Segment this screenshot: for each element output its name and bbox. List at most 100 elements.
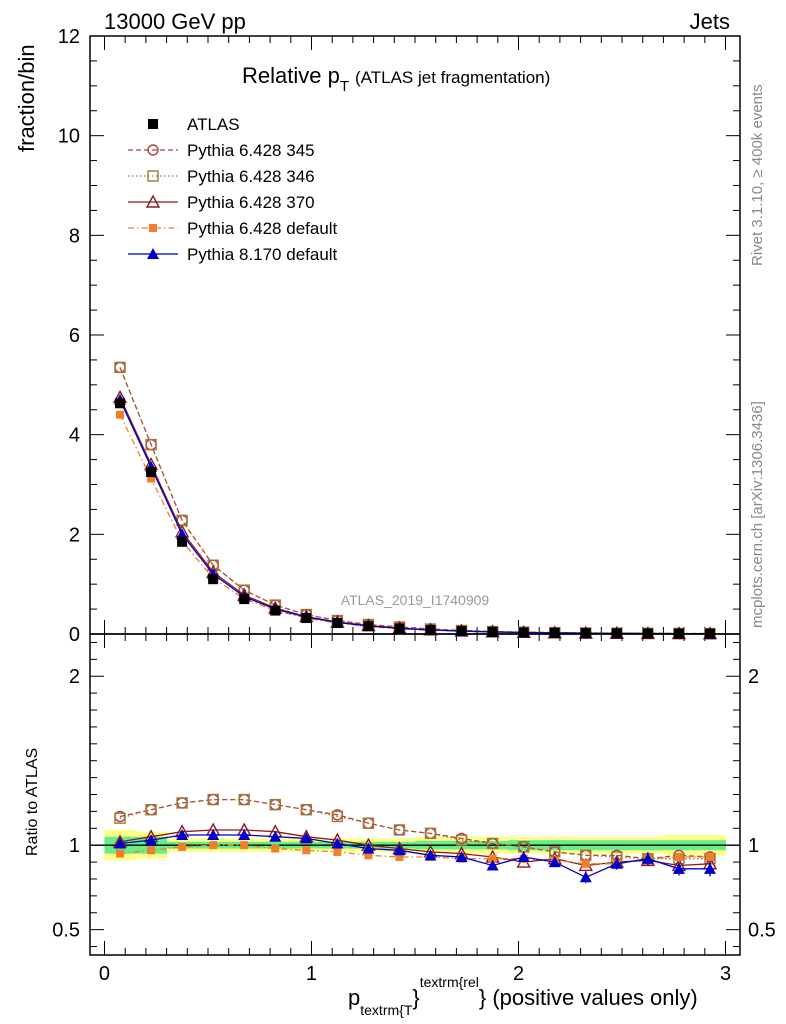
data-point: [270, 605, 281, 616]
x-tick-label: 1: [306, 963, 317, 985]
ratio-point: [579, 871, 592, 883]
ratio-point: [331, 837, 344, 849]
ratio-point: [610, 857, 623, 869]
ratio-point: [207, 829, 220, 841]
ratio-y-tick-label: 0.5: [52, 920, 80, 942]
ratio-point: [486, 837, 499, 850]
ratio-point: [424, 849, 437, 861]
ratio-point: [703, 862, 716, 874]
data-point: [177, 536, 188, 547]
ratio-point: [455, 851, 468, 863]
x-tick-label: 0: [99, 963, 110, 985]
ratio-point: [393, 844, 406, 856]
ratio-point: [362, 842, 375, 854]
data-point: [425, 625, 436, 636]
legend-entry-pythia-6-428-345: Pythia 6.428 345: [128, 141, 315, 160]
xlabel-rest: } (positive values only): [479, 985, 698, 1010]
ratio-point: [672, 862, 685, 874]
ratio-point: [517, 851, 530, 863]
legend-label: Pythia 8.170 default: [187, 245, 338, 264]
main-y-tick-label: 2: [69, 524, 80, 546]
legend-label: ATLAS: [187, 115, 240, 134]
ratio-point: [238, 829, 251, 841]
ratio-point: [178, 842, 187, 851]
title-main: Relative p: [242, 63, 340, 88]
data-point: [147, 474, 156, 483]
ratio-y-tick-label: 1: [69, 835, 80, 857]
series-layer: [112, 361, 718, 884]
data-point: [176, 528, 189, 540]
ratio-frame: [89, 633, 741, 956]
main-y-tick-label: 12: [58, 26, 80, 48]
ratio-point: [486, 859, 499, 871]
legend-label: Pythia 6.428 default: [187, 219, 338, 238]
ratio-point: [207, 793, 219, 806]
ratio-point: [581, 859, 590, 868]
ratio-point: [114, 812, 126, 824]
ratio-point: [300, 832, 313, 844]
legend-label: Pythia 6.428 370: [187, 193, 315, 212]
legend-marker: [149, 224, 157, 232]
xlabel-subscript: textrm{T: [360, 1002, 413, 1018]
ratio-point: [455, 834, 468, 846]
ratio-point: [145, 804, 157, 816]
series-line-ratio: [119, 844, 710, 865]
ratio-point: [145, 834, 158, 846]
data-point: [208, 574, 219, 585]
title-paren: (ATLAS jet fragmentation): [355, 68, 550, 87]
data-point: [394, 623, 405, 634]
ratio-point: [641, 852, 654, 864]
xlabel-p: p: [348, 985, 360, 1010]
ratio-point: [302, 846, 311, 855]
main-y-tick-label: 8: [69, 225, 80, 247]
ratio-ylabel: Ratio to ATLAS: [24, 748, 41, 856]
rivet-note: Rivet 3.1.10, ≥ 400k events: [749, 84, 766, 266]
ratio-y-tick-label: 2: [69, 666, 80, 688]
ratio-point: [176, 829, 189, 841]
data-point: [145, 438, 157, 451]
main-y-tick-label: 10: [58, 126, 80, 148]
ratio-point: [209, 841, 218, 850]
ratio-point: [240, 841, 249, 850]
xlabel-superscript: textrm{rel: [420, 974, 479, 990]
ratio-point: [147, 846, 156, 855]
xlabel-brace: }: [412, 985, 419, 1010]
legend: ATLAS Pythia 6.428 345 Pythia 6.428 346 Pyt…: [128, 115, 338, 264]
legend-label: Pythia 6.428 345: [187, 141, 315, 160]
main-ylabel: fraction/bin: [14, 44, 39, 152]
legend-marker: [145, 194, 161, 208]
ratio-point: [674, 853, 683, 862]
ratio-point: [488, 854, 497, 863]
data-point: [549, 627, 560, 638]
series-pythia-6-428-345: [114, 361, 716, 865]
main-y-tick-label: 4: [69, 425, 80, 447]
ratio-point: [114, 837, 127, 849]
ratio-point: [116, 849, 125, 858]
legend-label: Pythia 6.428 346: [187, 167, 315, 186]
ratio-point: [333, 847, 342, 856]
ratio-point: [300, 804, 313, 816]
title-subscript: T: [340, 78, 349, 95]
x-tick-label: 2: [513, 963, 524, 985]
series-pythia-6-428-346: [114, 361, 716, 865]
ratio-point: [269, 830, 282, 842]
plot-title: Relative pT (ATLAS jet fragmentation): [242, 63, 550, 95]
data-point: [518, 627, 529, 638]
legend-entry-pythia-6-428-346: Pythia 6.428 346: [128, 167, 315, 186]
ratio-point: [271, 844, 280, 853]
ratio-point: [393, 824, 406, 836]
ratio-point: [364, 851, 373, 860]
ratio-point: [424, 827, 437, 840]
series-line-ratio: [119, 834, 710, 879]
mcplots-note: mcplots.cern.ch [arXiv:1306.3436]: [749, 401, 766, 628]
legend-entry-pythia-6-428-370: Pythia 6.428 370: [128, 193, 315, 212]
ratio-point: [269, 798, 281, 811]
ratio-point: [331, 810, 344, 823]
data-point: [301, 613, 312, 624]
ratio-y-tick-label-right: 2: [748, 666, 759, 688]
ratio-point: [548, 856, 561, 868]
process-label: Jets: [690, 9, 730, 34]
data-point: [146, 467, 157, 478]
